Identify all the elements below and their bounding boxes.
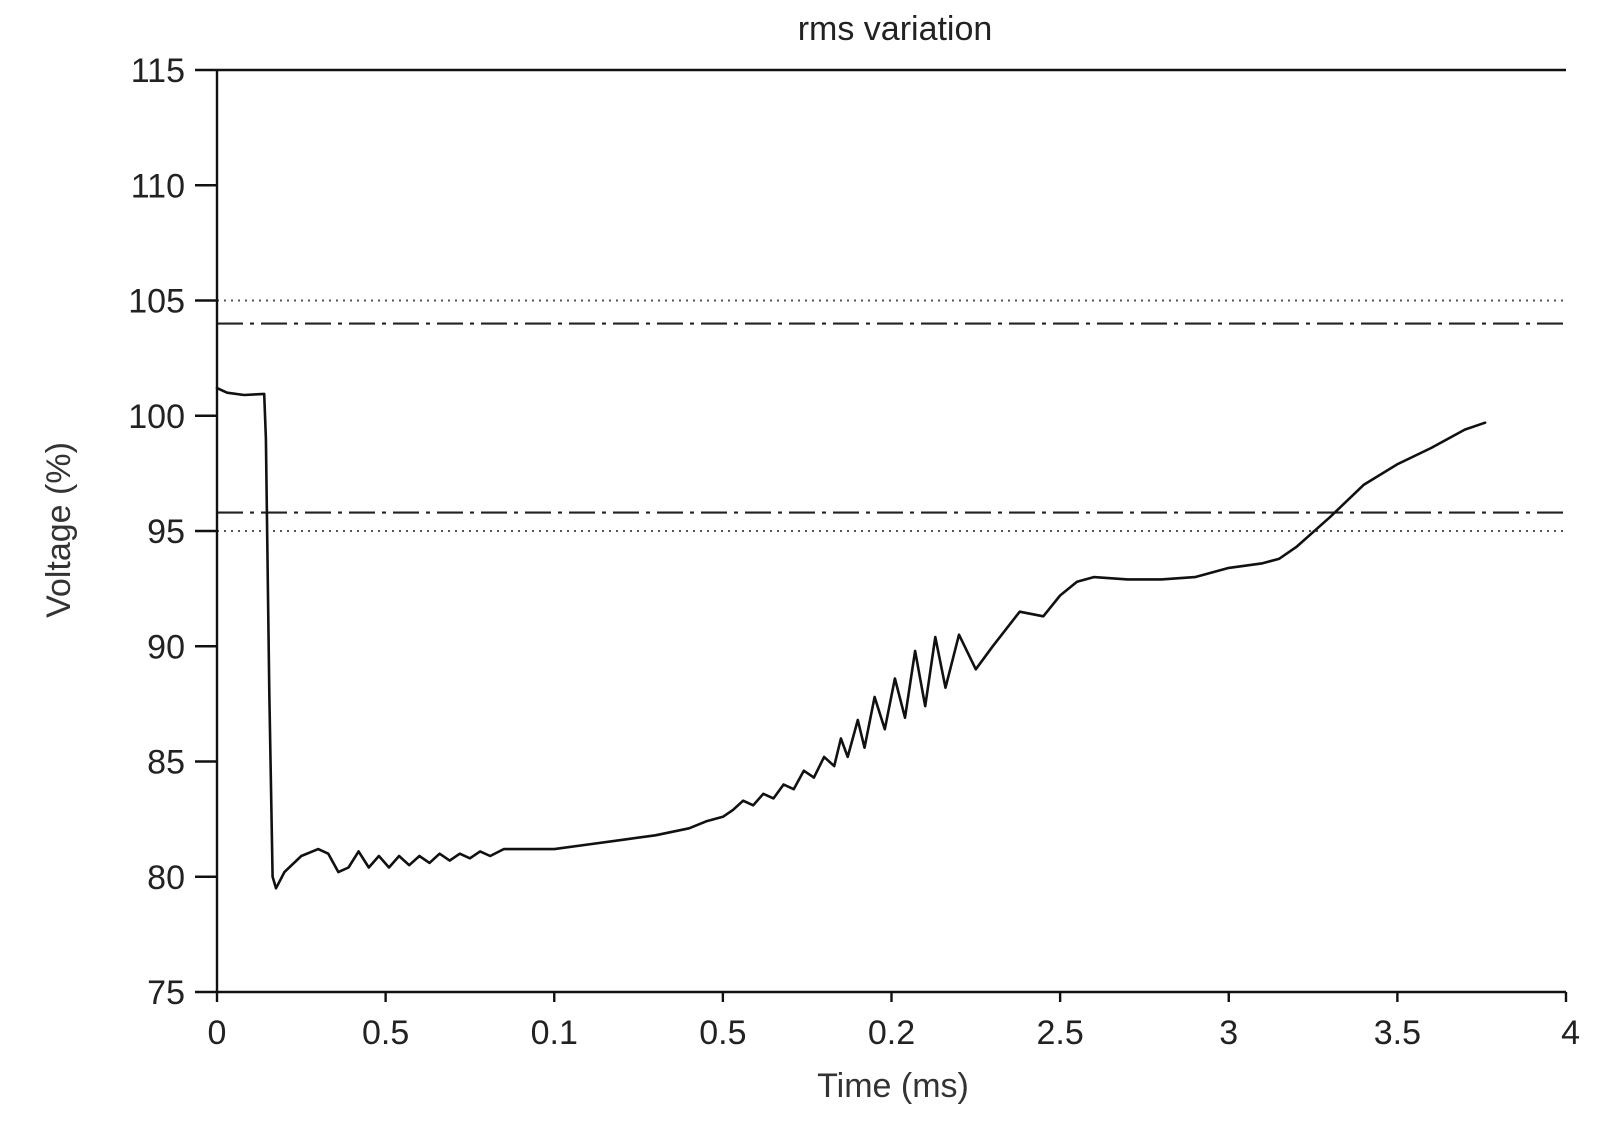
x-tick-label: 0 bbox=[208, 1014, 227, 1052]
chart-title: rms variation bbox=[798, 10, 993, 48]
x-axis-label: Time (ms) bbox=[817, 1067, 969, 1105]
x-tick-label: 3 bbox=[1219, 1014, 1238, 1052]
x-tick-label: 0.5 bbox=[699, 1014, 746, 1052]
y-tick-label: 75 bbox=[147, 974, 185, 1012]
y-tick-label: 115 bbox=[131, 52, 185, 90]
y-axis-label: Voltage (%) bbox=[40, 442, 78, 618]
series-layer bbox=[215, 386, 1487, 890]
y-tick-label: 105 bbox=[128, 283, 185, 321]
x-tick-label: 3.5 bbox=[1374, 1014, 1421, 1052]
axes bbox=[215, 68, 1566, 994]
ticks: 75 80 85 90 95 100 105 110 115 0 0.5 0.1 0.5 0.2 2.5 3 3… bbox=[128, 52, 1580, 1052]
y-tick-label: 110 bbox=[131, 167, 185, 205]
reference-lines bbox=[217, 299, 1566, 532]
y-tick-label: 85 bbox=[147, 744, 185, 782]
y-tick-label: 100 bbox=[128, 398, 185, 436]
y-tick-label: 95 bbox=[147, 513, 185, 551]
x-tick-label: 0.1 bbox=[531, 1014, 578, 1052]
series-line-1 bbox=[215, 386, 1487, 890]
y-tick-label: 90 bbox=[147, 628, 185, 666]
y-tick-label: 80 bbox=[147, 859, 185, 897]
x-tick-label: 2.5 bbox=[1036, 1014, 1083, 1052]
x-tick-label: 0.5 bbox=[362, 1014, 409, 1052]
x-tick-label: 4 bbox=[1561, 1014, 1580, 1052]
x-tick-label: 0.2 bbox=[868, 1014, 915, 1052]
